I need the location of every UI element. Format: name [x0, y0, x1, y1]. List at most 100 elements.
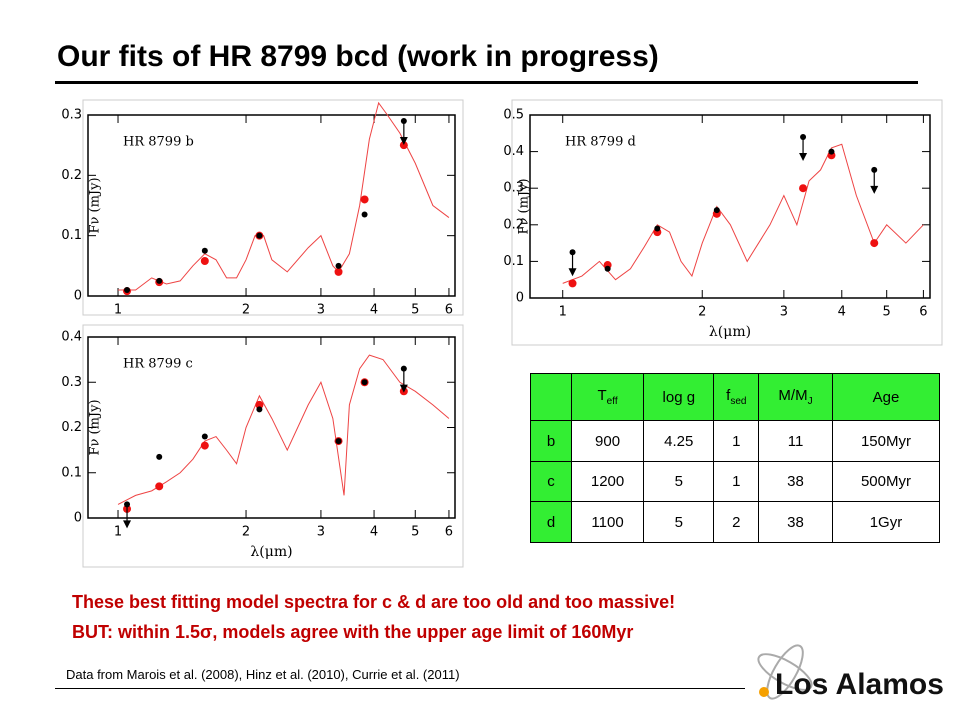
x-tick-label: 2 [242, 525, 250, 540]
data-point [156, 277, 163, 284]
plot-frame [529, 114, 931, 299]
y-tick-label: 0 [516, 291, 524, 306]
table-cell: 38 [758, 501, 833, 543]
data-point [828, 148, 835, 155]
y-axis-label: Fν (mJy) [88, 399, 103, 455]
header-subscript: sed [730, 396, 747, 408]
data-point [568, 279, 577, 288]
model-spectrum [118, 101, 450, 291]
table-cell: 150Myr [831, 420, 941, 462]
header-text: f [726, 387, 731, 405]
y-tick-label: 0.1 [61, 228, 82, 243]
y-tick-label: 0.1 [61, 465, 82, 480]
table-cell: d [530, 501, 572, 543]
y-tick-label: 0.2 [503, 217, 524, 232]
data-point [361, 379, 368, 386]
header-text: log g [662, 388, 696, 406]
plot-title: HR 8799 b [123, 135, 194, 150]
chart-panel [82, 99, 464, 316]
table-cell: 2 [713, 501, 760, 543]
table-cell: 1200 [570, 460, 645, 503]
header-cell: M/MJ [758, 372, 833, 422]
table-cell: 1 [713, 420, 760, 462]
data-point [256, 406, 263, 413]
x-tick-label: 4 [370, 303, 378, 318]
table-cell: 38 [758, 460, 833, 503]
data-point [200, 441, 209, 450]
header-subscript: J [807, 396, 813, 408]
header-text: Age [872, 388, 900, 406]
header-cell [530, 372, 572, 422]
x-tick-label: 6 [445, 303, 453, 318]
x-tick-label: 3 [780, 305, 788, 320]
data-point [155, 482, 164, 491]
x-tick-label: 3 [317, 303, 325, 318]
x-tick-label: 1 [114, 303, 122, 318]
y-tick-label: 0.2 [61, 168, 82, 183]
header-cell: Teff [570, 372, 645, 422]
table-cell: 11 [758, 420, 833, 462]
data-point [335, 438, 342, 445]
table-row: b 900 4.25 1 11 150Myr [530, 420, 941, 462]
table-cell: 1Gyr [831, 501, 941, 543]
x-tick-label: 4 [838, 305, 846, 320]
slide-title: Our fits of HR 8799 bcd (work in progres… [57, 40, 659, 73]
x-axis-label: λ(μm) [250, 544, 292, 560]
data-point [200, 257, 209, 266]
y-tick-label: 0.3 [61, 375, 82, 390]
note: BUT: within 1.5σ, models agree with the … [72, 622, 634, 642]
data-point [201, 247, 208, 254]
table-row: d 1100 5 2 38 1Gyr [530, 501, 941, 543]
y-tick-label: 0.3 [503, 181, 524, 196]
header-cell: fsed [713, 372, 760, 422]
x-tick-label: 6 [919, 305, 927, 320]
data-point [334, 267, 343, 276]
header-cell: log g [643, 372, 715, 422]
x-tick-label: 2 [698, 305, 706, 320]
data-point [870, 239, 879, 248]
table-cell: 1 [713, 460, 760, 503]
data-point [335, 262, 342, 269]
data-point [654, 225, 661, 232]
x-tick-label: 2 [242, 303, 250, 318]
table-row: c 1200 5 1 38 500Myr [530, 460, 941, 503]
data-point [399, 141, 408, 150]
x-tick-label: 3 [317, 525, 325, 540]
title-rule [55, 81, 918, 84]
header-row: Teff log g fsed M/MJ Age [530, 372, 941, 422]
x-tick-label: 6 [445, 525, 453, 540]
logo-text: Los Alamos [775, 668, 944, 701]
y-tick-label: 0.3 [61, 108, 82, 123]
x-tick-label: 1 [114, 525, 122, 540]
upper-limit-arrowhead [568, 268, 577, 277]
header-cell: Age [831, 372, 941, 422]
table-cell: 4.25 [643, 420, 715, 462]
y-tick-label: 0.5 [503, 108, 524, 123]
upper-limit-arrowhead [870, 185, 879, 194]
data-point [361, 211, 368, 218]
plot-title: HR 8799 c [123, 357, 193, 372]
y-tick-label: 0.1 [503, 254, 524, 269]
header-subscript: eff [606, 396, 618, 408]
x-tick-label: 5 [411, 303, 419, 318]
upper-limit-arrowhead [123, 520, 132, 529]
charts: 00.10.20.31 2 3 4 5 6HR 8799 bFν (mJy)00.10.2… [61, 99, 943, 568]
x-tick-label: 5 [411, 525, 419, 540]
table-cell: 5 [643, 460, 715, 503]
table-cell: 1100 [570, 501, 645, 543]
y-tick-label: 0 [74, 511, 82, 526]
table-cell: 5 [643, 501, 715, 543]
plot-title: HR 8799 d [565, 135, 636, 150]
header-text: M/M [778, 387, 808, 405]
plot-frame [87, 114, 456, 297]
table-cell: 500Myr [831, 460, 941, 503]
y-axis-label: Fν (mJy) [88, 177, 103, 233]
data-point [201, 433, 208, 440]
data-point [124, 286, 131, 293]
table-cell: b [530, 420, 572, 462]
x-axis-label: λ(μm) [709, 324, 751, 340]
x-tick-label: 4 [370, 525, 378, 540]
chart-panel [511, 99, 943, 346]
data-point [799, 184, 808, 193]
